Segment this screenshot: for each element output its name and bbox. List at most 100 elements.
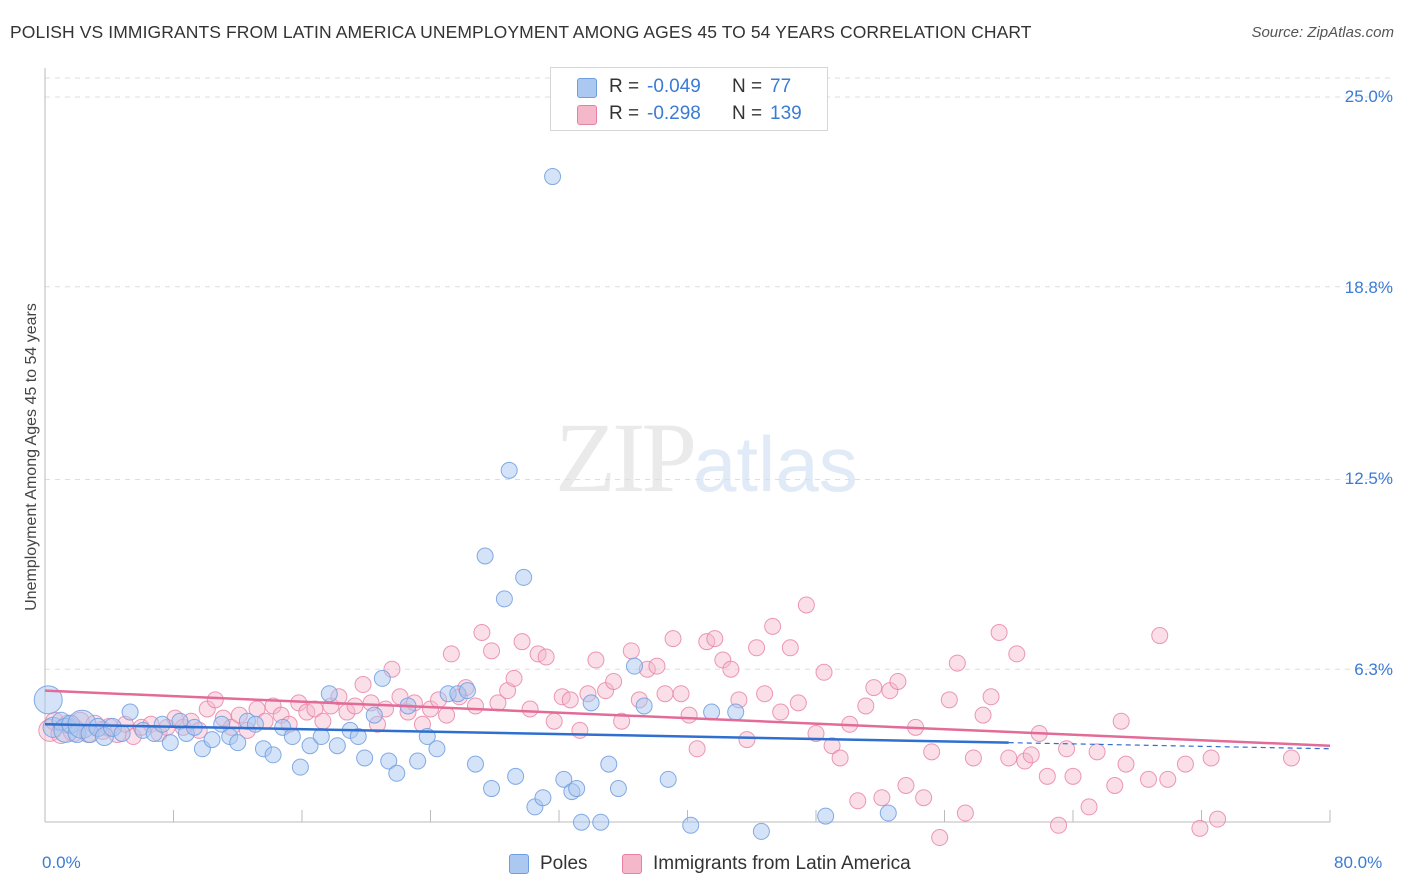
data-point-latin-america [680, 706, 698, 724]
data-point-poles [203, 731, 221, 749]
data-point-poles [879, 804, 897, 822]
data-point-latin-america [1151, 627, 1169, 645]
y-axis-label: Unemployment Among Ages 45 to 54 years [23, 303, 40, 611]
legend-label-poles: Poles [540, 853, 588, 874]
watermark-part1: ZIP [555, 402, 697, 513]
data-point-latin-america [1106, 777, 1124, 794]
data-point-poles [466, 755, 484, 773]
data-point-latin-america [764, 617, 782, 635]
data-point-latin-america [807, 724, 825, 742]
data-point-latin-america [648, 657, 666, 675]
source-label: Source: ZipAtlas.com [1251, 24, 1394, 41]
data-point-latin-america [974, 706, 992, 724]
data-point-latin-america [1159, 770, 1177, 788]
data-point-poles [113, 724, 131, 742]
data-point-latin-america [738, 731, 756, 749]
data-point-poles [409, 752, 427, 770]
legend-label-latin-america: Immigrants from Latin America [653, 853, 911, 874]
data-point-poles [476, 547, 494, 565]
watermark: ZIPatlas [555, 400, 858, 515]
data-point-poles [625, 657, 643, 675]
grid-lines [45, 77, 1390, 670]
legend-r-value: -0.298 [647, 103, 701, 124]
data-point-poles [301, 737, 319, 755]
data-point-latin-america [1058, 740, 1076, 758]
data-point-poles [312, 728, 330, 746]
data-point-latin-america [1112, 712, 1130, 730]
data-point-latin-america [797, 596, 815, 614]
data-point-poles [483, 780, 501, 798]
data-point-latin-america [521, 700, 539, 718]
data-point-latin-america [990, 624, 1008, 641]
data-point-latin-america [931, 829, 949, 847]
data-point-poles [600, 755, 618, 773]
data-point-poles [500, 461, 518, 479]
series-legend: Poles Immigrants from Latin America [0, 853, 1406, 877]
data-point-latin-america [706, 630, 724, 648]
data-point-poles [264, 746, 282, 764]
data-point-latin-america [1176, 755, 1194, 773]
legend-swatch-poles [577, 78, 597, 98]
data-point-latin-america [956, 804, 974, 822]
data-point-poles [592, 813, 610, 831]
data-point-latin-america [1117, 755, 1135, 773]
data-point-latin-america [664, 630, 682, 648]
data-point-latin-america [964, 749, 982, 767]
data-point-poles [659, 770, 677, 788]
legend-n-value: 139 [770, 103, 802, 124]
data-point-latin-america [537, 648, 555, 666]
data-point-latin-america [1191, 819, 1209, 837]
data-point-latin-america [748, 639, 766, 657]
data-point-latin-america [206, 691, 224, 709]
data-point-latin-america [1209, 810, 1227, 828]
data-point-poles [356, 749, 374, 767]
chart-title: POLISH VS IMMIGRANTS FROM LATIN AMERICA … [10, 22, 1032, 42]
data-point-latin-america [513, 633, 531, 651]
data-point-poles [328, 737, 346, 755]
legend-swatch-poles [509, 854, 529, 874]
data-point-latin-america [823, 737, 841, 755]
data-point-latin-america [442, 645, 460, 663]
trend-line-latin-america [44, 689, 1331, 747]
correlation-legend: R = -0.049 N = 77 R = -0.298 N = 139 [550, 67, 828, 131]
data-point-poles [515, 568, 533, 586]
data-point-poles [507, 767, 525, 785]
data-point-latin-america [772, 703, 790, 721]
data-point-latin-america [656, 685, 674, 703]
data-point-latin-america [865, 679, 883, 697]
watermark-part2: atlas [693, 420, 858, 508]
data-point-latin-america [1050, 816, 1068, 834]
data-point-latin-america [815, 663, 833, 681]
data-point-poles [458, 682, 476, 700]
data-point-latin-america [857, 697, 875, 715]
data-point-latin-america [756, 685, 774, 703]
data-point-poles [349, 728, 367, 746]
data-point-poles [609, 780, 627, 798]
data-point-latin-america [571, 721, 589, 739]
data-point-poles [153, 715, 171, 733]
data-point-latin-america [605, 672, 623, 690]
data-point-latin-america [613, 712, 631, 730]
data-point-poles [727, 703, 745, 721]
data-point-poles [380, 752, 398, 770]
data-point-latin-america [915, 789, 933, 807]
data-point-latin-america [1022, 746, 1040, 764]
legend-n-value: 77 [770, 76, 792, 97]
data-point-latin-america [1064, 767, 1082, 785]
data-point-latin-america [948, 654, 966, 672]
data-point-latin-america [1080, 798, 1098, 816]
data-point-latin-america [1202, 749, 1220, 767]
data-point-latin-america [940, 691, 958, 709]
data-point-latin-america [982, 688, 1000, 706]
legend-swatch-latin-america [622, 854, 642, 874]
data-point-poles [568, 780, 586, 798]
legend-n-label: N = [732, 76, 763, 97]
data-point-poles [229, 734, 247, 752]
data-point-latin-america [1008, 645, 1026, 663]
data-point-poles [682, 816, 700, 834]
legend-n-label: N = [732, 103, 763, 124]
data-point-poles [291, 758, 309, 776]
data-point-poles [161, 734, 179, 752]
data-point-latin-america [1282, 749, 1300, 767]
